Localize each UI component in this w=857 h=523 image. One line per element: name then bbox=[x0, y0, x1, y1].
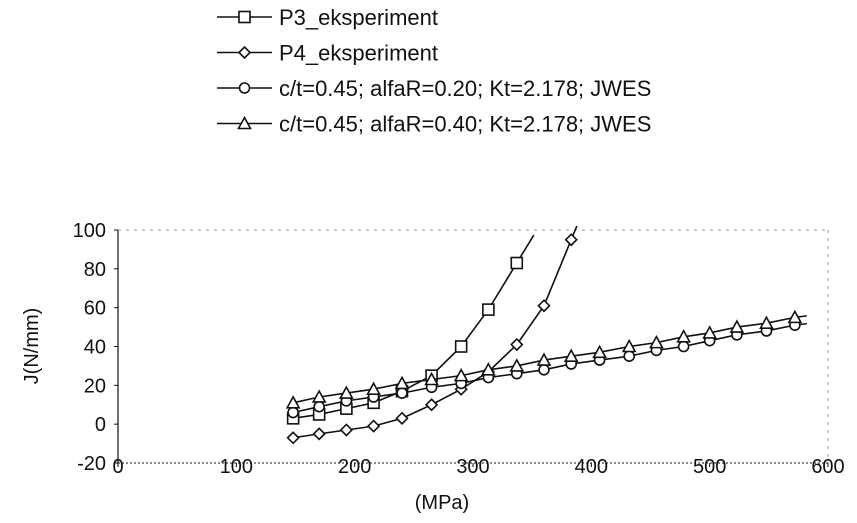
data-point bbox=[287, 406, 299, 419]
data-point bbox=[623, 350, 636, 363]
legend-label: P4_eksperiment bbox=[279, 41, 438, 66]
data-point bbox=[510, 256, 524, 270]
legend-marker bbox=[237, 115, 252, 130]
legend-label: c/t=0.45; alfaR=0.20; Kt=2.178; JWES bbox=[279, 76, 651, 101]
data-point bbox=[676, 329, 691, 343]
data-point bbox=[621, 338, 637, 353]
data-point bbox=[366, 419, 381, 433]
x-tick-label: 500 bbox=[693, 456, 726, 478]
y-tick-label: 100 bbox=[73, 220, 106, 242]
data-point bbox=[286, 431, 300, 445]
data-point bbox=[563, 348, 579, 363]
axes: -20 0 20 40 60 80 100 0 100 200 300 400 500 600 bbox=[73, 220, 845, 478]
legend-marker bbox=[238, 82, 251, 94]
data-point bbox=[759, 315, 774, 330]
plot-background bbox=[118, 230, 828, 463]
data-point bbox=[482, 303, 495, 316]
x-tick-label: 100 bbox=[220, 456, 253, 478]
data-point bbox=[729, 319, 745, 333]
data-point bbox=[366, 381, 381, 396]
legend-marker bbox=[238, 10, 251, 24]
data-point bbox=[396, 387, 408, 399]
data-point bbox=[509, 358, 525, 372]
data-point bbox=[339, 423, 354, 437]
x-tick-label: 400 bbox=[575, 456, 608, 478]
y-tick-label: 60 bbox=[84, 298, 106, 320]
series-triangle bbox=[285, 309, 807, 409]
y-tick-label: 80 bbox=[84, 259, 106, 281]
series-line bbox=[293, 234, 535, 420]
legend-marker bbox=[237, 45, 252, 60]
data-point bbox=[312, 427, 326, 441]
data-point bbox=[481, 362, 496, 376]
data-point bbox=[424, 371, 439, 386]
series-diamond bbox=[286, 225, 578, 445]
data-point bbox=[538, 363, 550, 376]
data-point bbox=[510, 337, 524, 352]
data-point bbox=[564, 233, 578, 247]
series-square bbox=[286, 234, 535, 425]
series-layer bbox=[285, 225, 807, 445]
data-point bbox=[285, 395, 301, 409]
x-tick-label: 0 bbox=[112, 456, 123, 478]
data-point bbox=[395, 411, 409, 425]
legend-item: P3_eksperiment bbox=[217, 5, 438, 30]
data-point bbox=[453, 367, 469, 382]
data-point bbox=[313, 400, 325, 413]
y-tick-label: 40 bbox=[84, 337, 106, 359]
y-tick-label: 20 bbox=[84, 375, 106, 397]
data-point bbox=[787, 309, 803, 324]
data-point bbox=[536, 352, 552, 366]
data-point bbox=[592, 344, 607, 359]
y-tick-label: 0 bbox=[95, 414, 106, 436]
x-tick-label: 600 bbox=[811, 456, 844, 478]
data-point bbox=[677, 340, 690, 353]
data-point bbox=[339, 385, 354, 399]
legend-label: P3_eksperiment bbox=[279, 5, 438, 30]
x-axis-title: (MPa) bbox=[415, 492, 469, 514]
data-point bbox=[649, 334, 664, 349]
legend-item: c/t=0.45; alfaR=0.20; Kt=2.178; JWES bbox=[217, 76, 651, 101]
legend-item: P4_eksperiment bbox=[217, 41, 438, 66]
x-tick-label: 300 bbox=[456, 456, 489, 478]
legend-label: c/t=0.45; alfaR=0.40; Kt=2.178; JWES bbox=[279, 112, 651, 137]
data-point bbox=[424, 398, 439, 412]
data-point bbox=[537, 299, 551, 313]
y-axis-title: J(N/mm) bbox=[21, 308, 43, 385]
legend: P3_eksperiment P4_eksperiment c/t=0.45; al… bbox=[217, 5, 651, 137]
plot-area bbox=[118, 230, 828, 463]
y-tick-label: -20 bbox=[77, 453, 106, 475]
legend-item: c/t=0.45; alfaR=0.40; Kt=2.178; JWES bbox=[217, 112, 651, 137]
data-point bbox=[454, 340, 468, 353]
x-tick-label: 200 bbox=[338, 456, 371, 478]
data-point bbox=[311, 389, 327, 403]
data-point bbox=[702, 325, 718, 339]
data-point bbox=[394, 375, 410, 390]
